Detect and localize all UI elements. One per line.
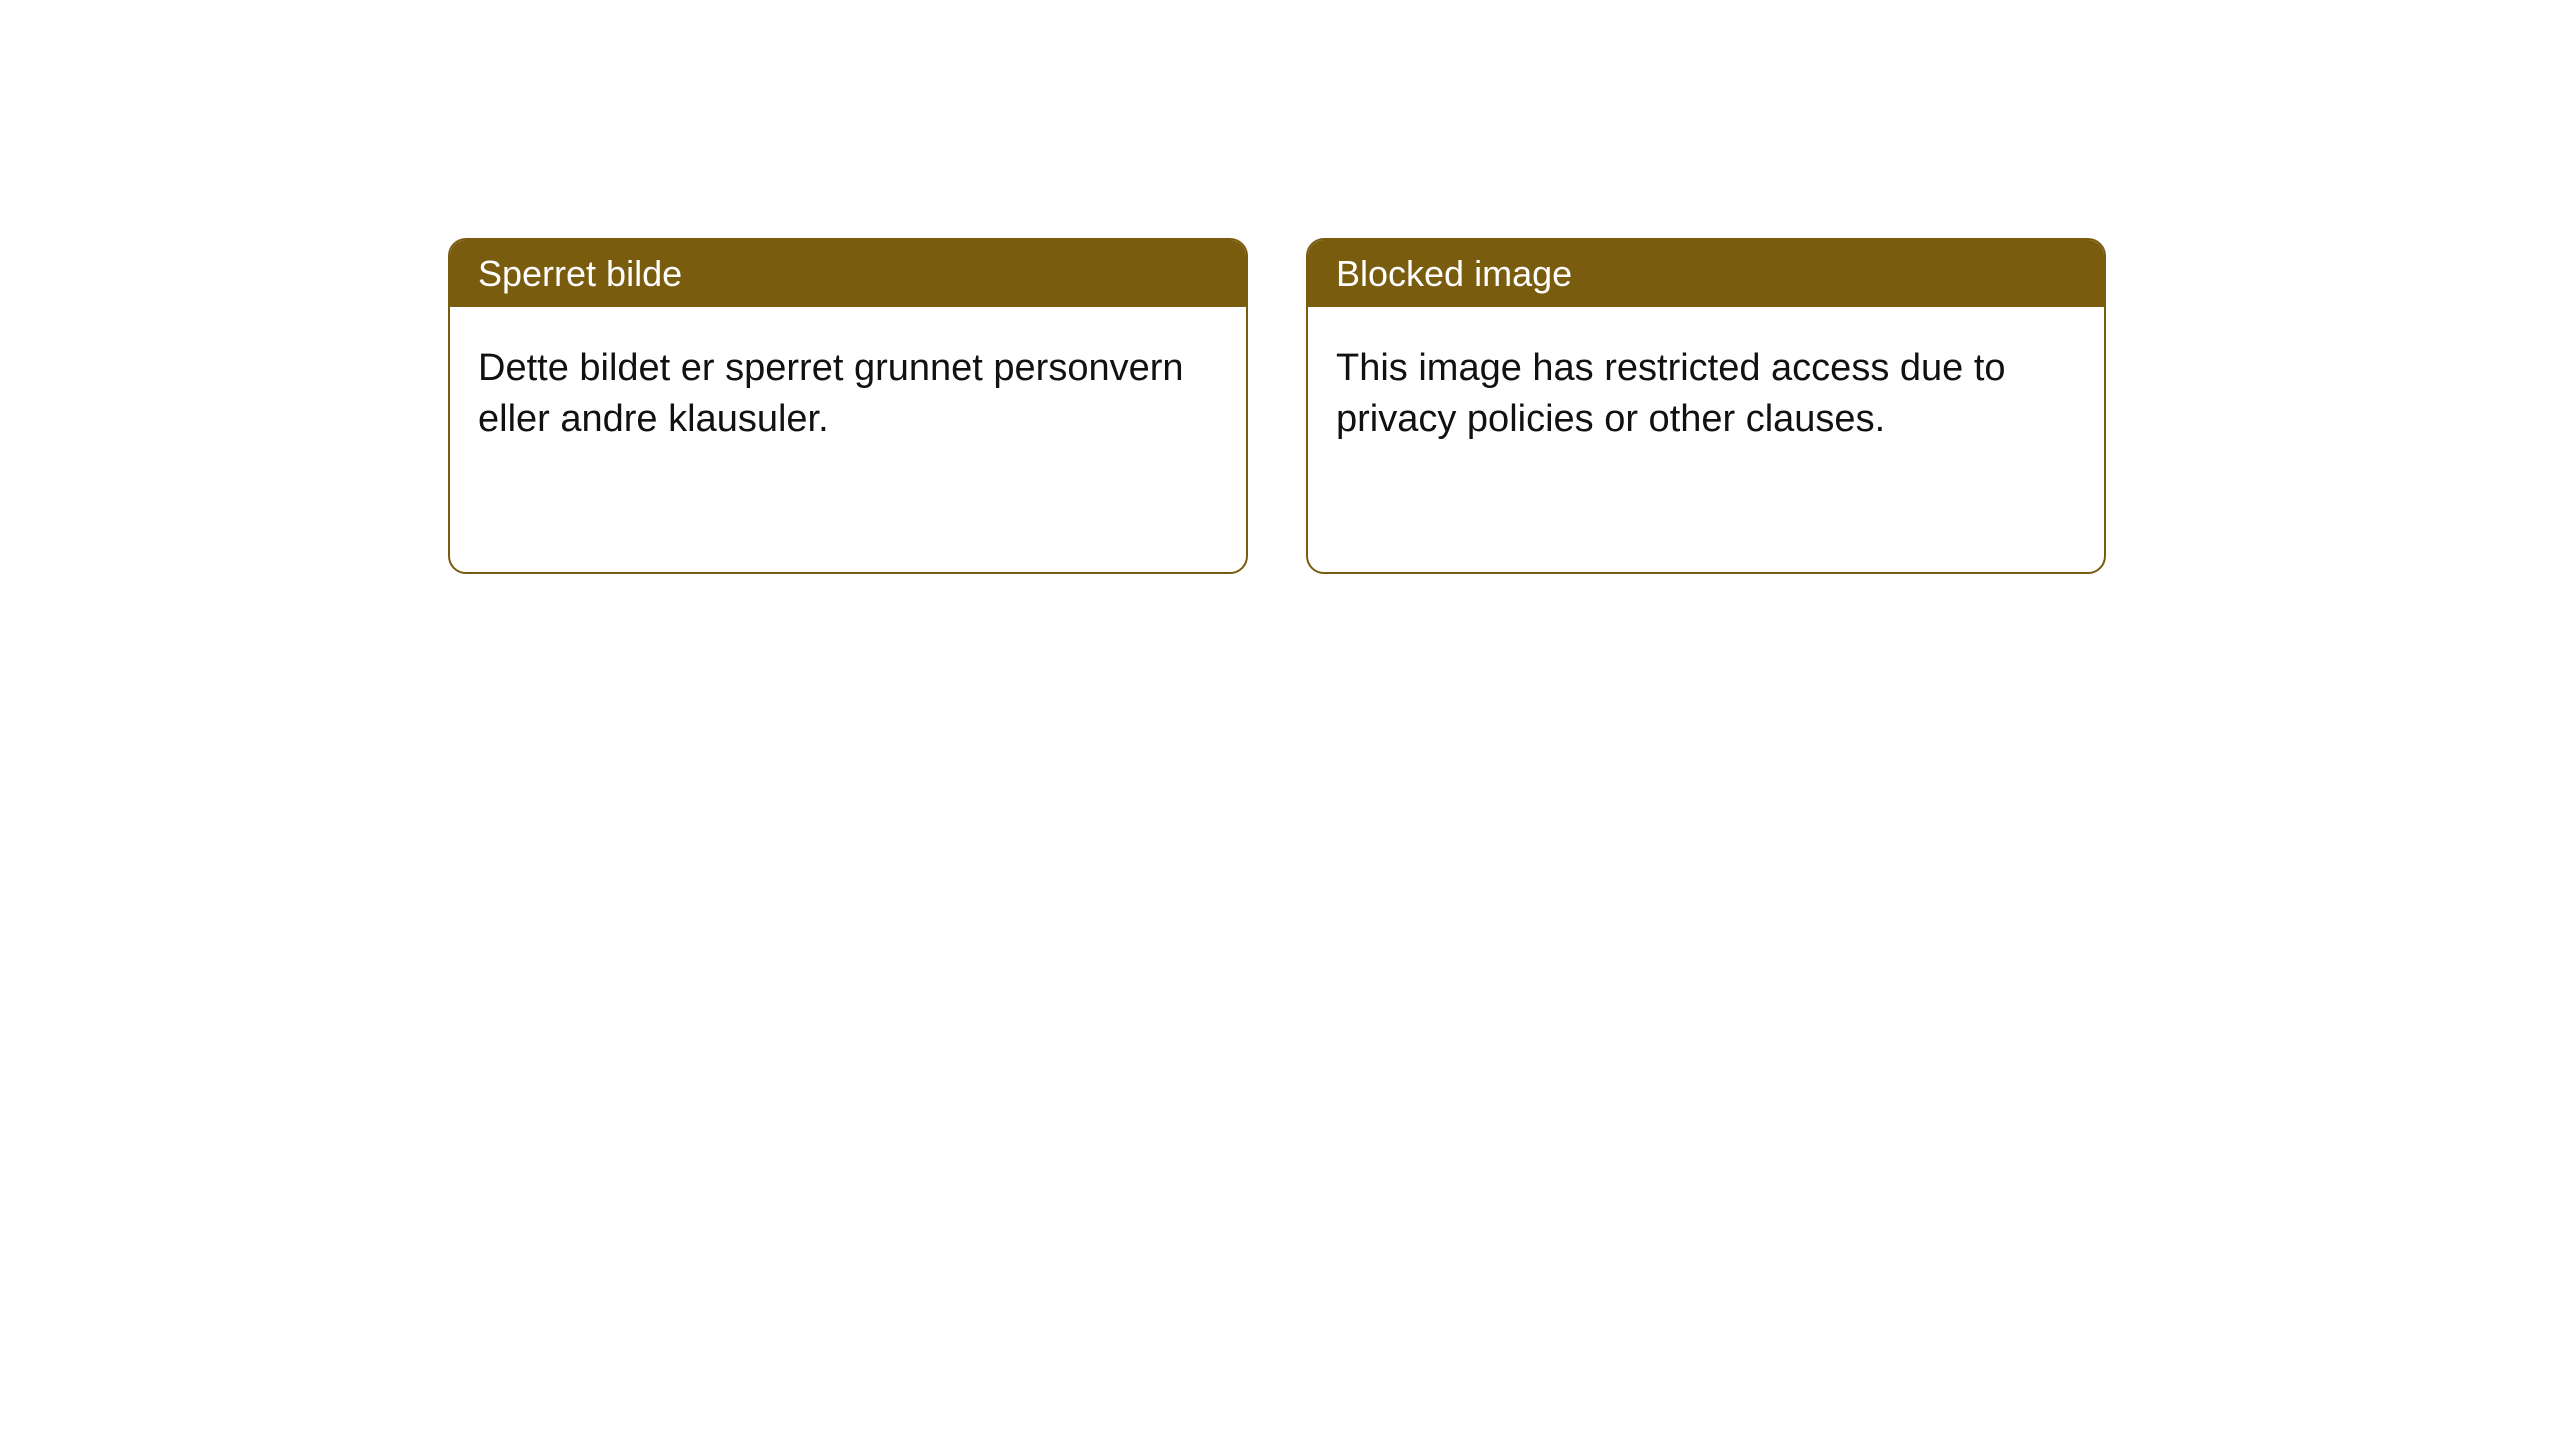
notice-box-english: Blocked image This image has restricted … <box>1306 238 2106 574</box>
notice-header-english: Blocked image <box>1308 240 2104 307</box>
notice-container: Sperret bilde Dette bildet er sperret gr… <box>448 238 2106 574</box>
notice-box-norwegian: Sperret bilde Dette bildet er sperret gr… <box>448 238 1248 574</box>
notice-body-norwegian: Dette bildet er sperret grunnet personve… <box>450 307 1246 482</box>
notice-body-english: This image has restricted access due to … <box>1308 307 2104 482</box>
notice-header-norwegian: Sperret bilde <box>450 240 1246 307</box>
